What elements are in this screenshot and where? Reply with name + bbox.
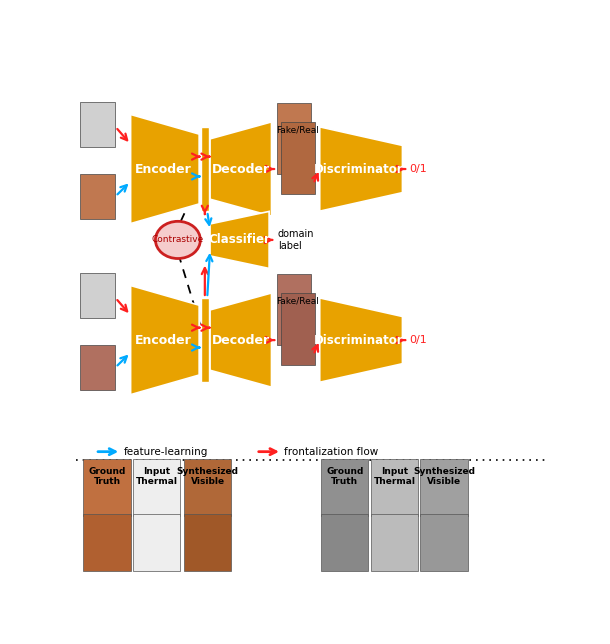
Text: frontalization flow: frontalization flow [284, 447, 379, 457]
Text: label: label [278, 241, 301, 251]
FancyBboxPatch shape [281, 122, 315, 194]
Text: Contrastive: Contrastive [152, 236, 204, 245]
Text: Decoder: Decoder [212, 162, 270, 176]
Text: Encoder: Encoder [134, 162, 191, 176]
Text: Fake/Real: Fake/Real [276, 296, 318, 305]
FancyBboxPatch shape [84, 514, 131, 571]
FancyBboxPatch shape [321, 514, 368, 571]
Text: Fake/Real: Fake/Real [276, 126, 318, 135]
FancyBboxPatch shape [420, 514, 468, 571]
Polygon shape [210, 211, 269, 269]
FancyBboxPatch shape [80, 102, 115, 147]
Polygon shape [320, 298, 403, 383]
Text: Discriminator: Discriminator [314, 334, 403, 346]
Text: Input
Thermal: Input Thermal [373, 466, 415, 486]
FancyBboxPatch shape [371, 459, 418, 516]
FancyBboxPatch shape [133, 459, 181, 516]
FancyBboxPatch shape [201, 127, 209, 211]
Text: Synthesized
Visible: Synthesized Visible [413, 466, 475, 486]
Text: Decoder: Decoder [212, 334, 270, 346]
Text: 0/1: 0/1 [409, 164, 427, 174]
Text: Encoder: Encoder [134, 334, 191, 346]
FancyBboxPatch shape [80, 273, 115, 317]
Text: Classifier: Classifier [209, 233, 270, 247]
Text: feature-learning: feature-learning [123, 447, 208, 457]
FancyBboxPatch shape [80, 174, 115, 218]
Polygon shape [210, 122, 271, 216]
Polygon shape [320, 127, 403, 211]
FancyBboxPatch shape [277, 274, 311, 345]
Text: Input
Thermal: Input Thermal [135, 466, 178, 486]
FancyBboxPatch shape [321, 459, 368, 516]
Text: Ground
Truth: Ground Truth [326, 466, 364, 486]
Polygon shape [210, 293, 271, 387]
FancyBboxPatch shape [371, 514, 418, 571]
Polygon shape [131, 115, 199, 223]
Text: Discriminator: Discriminator [314, 162, 403, 176]
Polygon shape [131, 285, 199, 395]
FancyBboxPatch shape [184, 459, 231, 516]
FancyBboxPatch shape [84, 459, 131, 516]
Text: domain: domain [278, 229, 314, 239]
FancyBboxPatch shape [133, 514, 181, 571]
Text: Synthesized
Visible: Synthesized Visible [177, 466, 239, 486]
FancyBboxPatch shape [277, 102, 311, 174]
FancyBboxPatch shape [80, 345, 115, 390]
Text: Ground
Truth: Ground Truth [88, 466, 126, 486]
FancyBboxPatch shape [281, 294, 315, 365]
Ellipse shape [156, 222, 200, 258]
FancyBboxPatch shape [201, 298, 209, 383]
FancyBboxPatch shape [420, 459, 468, 516]
Text: 0/1: 0/1 [409, 335, 427, 345]
FancyBboxPatch shape [184, 514, 231, 571]
